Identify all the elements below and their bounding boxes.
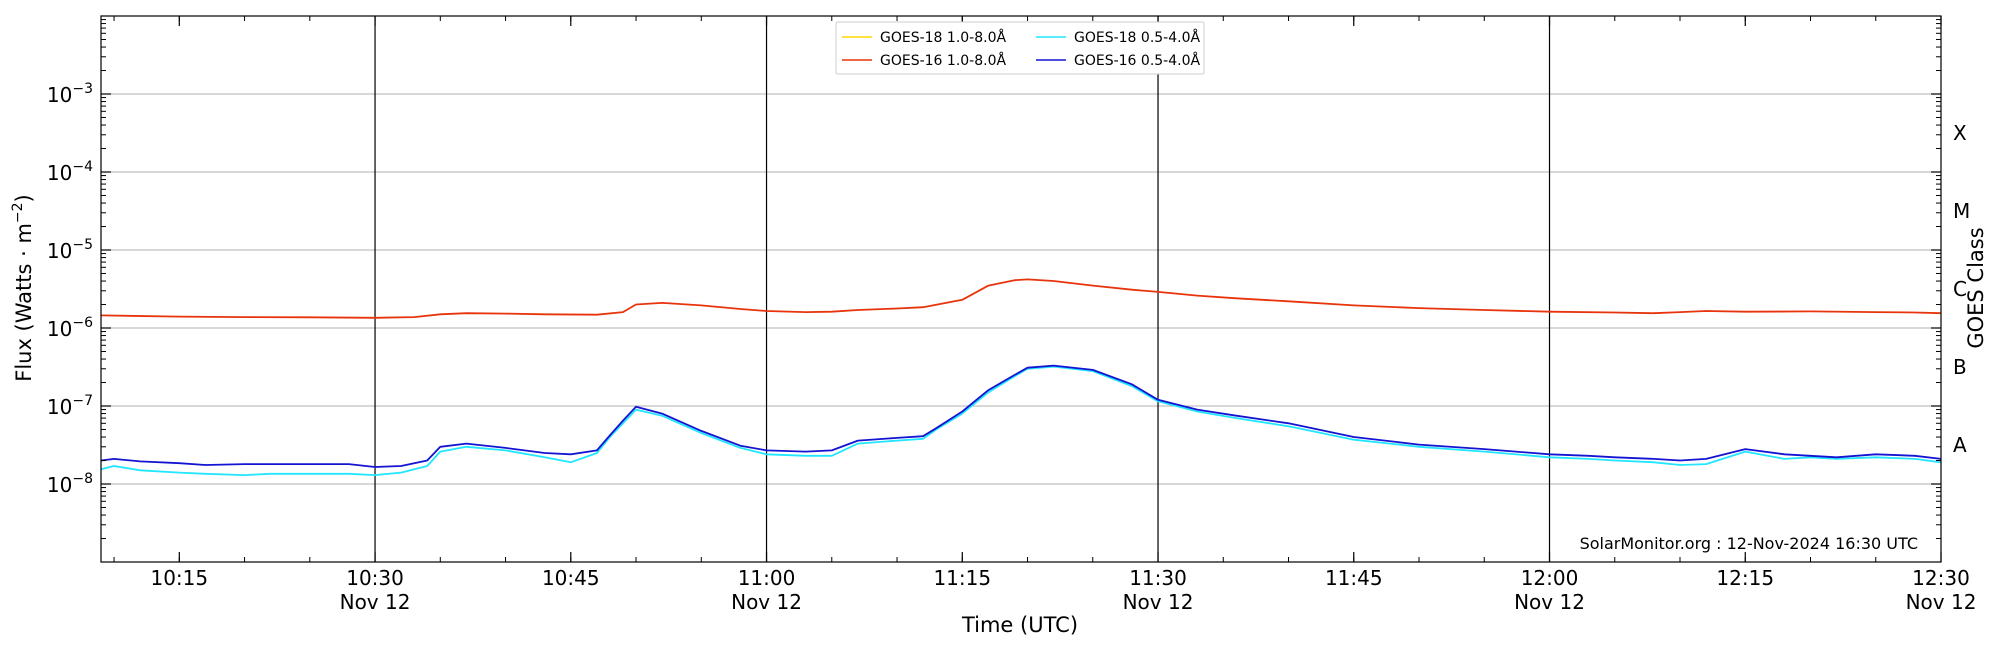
legend: GOES-18 1.0-8.0Å GOES-16 1.0-8.0Å GOES-1… [835, 21, 1205, 75]
x-tick-sublabel: Nov 12 [340, 590, 411, 614]
source-annotation: SolarMonitor.org : 12-Nov-2024 16:30 UTC [1580, 534, 1918, 553]
series-line-1 [100, 278, 1942, 319]
y-tick-label: 10−4 [47, 159, 93, 185]
x-tick-label: 11:00 [738, 566, 796, 590]
x-tick-label: 11:30 [1129, 566, 1187, 590]
goes-class-label: A [1953, 433, 1967, 457]
x-tick-label: 11:45 [1325, 566, 1383, 590]
y-tick-label: 10−3 [47, 81, 93, 107]
plot-frame [100, 15, 1942, 563]
y-tick-label: 10−6 [47, 315, 93, 341]
x-tick-label: 10:30 [346, 566, 404, 590]
legend-label-goes16-short: GOES-16 0.5-4.0Å [1074, 52, 1200, 69]
goes-class-labels: A B C M X [1953, 121, 1970, 457]
x-tick-sublabel: Nov 12 [731, 590, 802, 614]
goes-class-label: M [1953, 199, 1970, 223]
y-tick-label: 10−7 [47, 393, 93, 419]
goes-class-label: B [1953, 355, 1967, 379]
x-tick-label: 12:30 [1912, 566, 1970, 590]
x-tick-sublabel: Nov 12 [1123, 590, 1194, 614]
series-line-2 [100, 365, 1942, 477]
x-tick-label: 10:15 [150, 566, 208, 590]
x-tick-label: 12:15 [1716, 566, 1774, 590]
series-line-3 [100, 364, 1942, 468]
x-tick-sublabel: Nov 12 [1906, 590, 1977, 614]
x-tick-label: 11:15 [933, 566, 991, 590]
y-tick-labels: 10−8 10−7 10−6 10−5 10−4 10−3 [47, 81, 93, 497]
y2-axis-title: GOES Class [1964, 227, 1988, 348]
y-tick-label: 10−5 [47, 237, 93, 263]
legend-label-goes18-long: GOES-18 1.0-8.0Å [880, 29, 1006, 46]
y-axis-title: Flux (Watts · m−2) [10, 194, 36, 382]
y-tick-label: 10−8 [47, 471, 93, 497]
x-tick-label: 10:45 [542, 566, 600, 590]
legend-label-goes18-short: GOES-18 0.5-4.0Å [1074, 29, 1200, 46]
axis-ticks [101, 16, 1942, 562]
legend-box [835, 21, 1205, 75]
x-tick-label: 12:00 [1521, 566, 1579, 590]
goes-class-label: C [1953, 277, 1967, 301]
grid-lines [101, 93, 1941, 485]
x-axis-title: Time (UTC) [961, 613, 1078, 637]
goes-class-label: X [1953, 121, 1967, 145]
vertical-day-lines [374, 16, 1551, 562]
legend-label-goes16-long: GOES-16 1.0-8.0Å [880, 52, 1006, 69]
series-lines [100, 278, 1942, 477]
x-tick-sublabel: Nov 12 [1514, 590, 1585, 614]
